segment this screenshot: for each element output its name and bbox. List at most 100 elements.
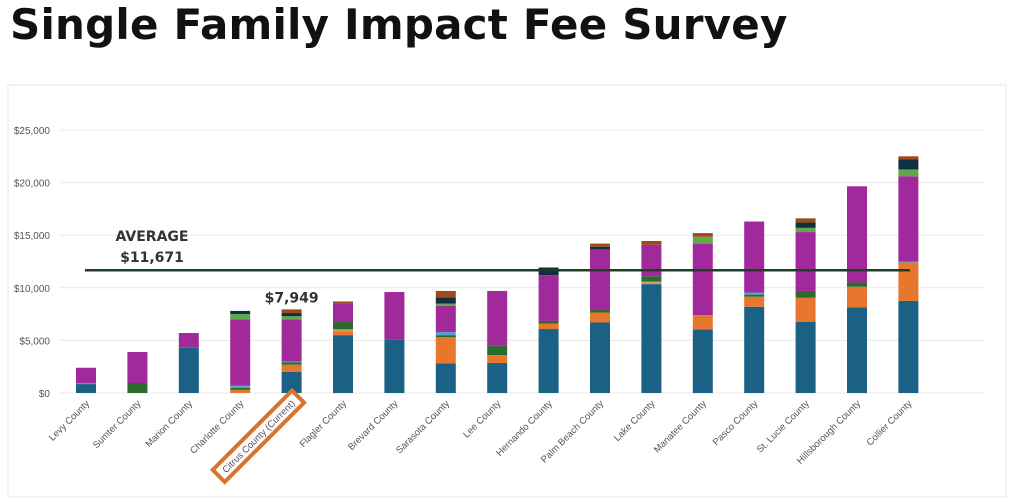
bar-segment xyxy=(281,313,302,317)
category-label-group: Charlotte County xyxy=(188,398,246,456)
x-tick-label: Sumter County xyxy=(91,398,144,451)
bar-segment xyxy=(76,384,96,393)
category-label-group: Sumter County xyxy=(91,398,144,451)
bar-segment xyxy=(281,362,302,365)
bar-segment xyxy=(435,363,456,393)
bar-segment xyxy=(384,339,405,393)
bar-segment xyxy=(281,361,302,363)
bar-segment xyxy=(847,307,867,393)
category-label-group: Levy County xyxy=(47,398,92,443)
bar-segment xyxy=(692,233,713,237)
bar-segment xyxy=(538,275,559,321)
category-label-group: Citrus County (Current) xyxy=(209,387,307,485)
bar-segment xyxy=(435,335,456,338)
average-label: AVERAGE xyxy=(116,229,189,245)
bar-segment xyxy=(641,244,662,277)
bar-segment xyxy=(641,284,662,393)
category-label-group: St. Lucie County xyxy=(755,398,812,455)
bar-segment xyxy=(127,351,148,384)
y-tick-label: $15,000 xyxy=(14,231,51,242)
bar-segment xyxy=(435,297,456,304)
bar-segment xyxy=(795,227,816,233)
x-tick-label: Pasco County xyxy=(711,398,761,448)
bar-segment xyxy=(76,383,96,385)
bar-segment xyxy=(333,329,353,332)
bar-segment xyxy=(847,186,867,283)
bar-segment xyxy=(847,286,867,308)
bar-segment xyxy=(538,320,559,324)
bar-segment xyxy=(744,296,765,307)
chart-frame xyxy=(7,84,1007,498)
bar-segment xyxy=(641,240,662,245)
bar-segment xyxy=(230,310,251,315)
bar-segment xyxy=(590,312,610,323)
x-tick-label: St. Lucie County xyxy=(755,398,812,455)
bar-segment xyxy=(590,243,610,247)
category-label-group: Pasco County xyxy=(711,398,761,448)
page-title: Single Family Impact Fee Survey xyxy=(10,0,788,49)
bar-segment xyxy=(692,236,713,244)
bar-segment xyxy=(487,355,508,364)
bar-segment xyxy=(898,261,919,263)
bar-segment xyxy=(487,363,508,393)
category-label-group: Brevard County xyxy=(346,398,401,453)
x-tick-label: Flagler County xyxy=(298,398,350,450)
y-tick-label: $10,000 xyxy=(14,284,51,295)
bar-segment xyxy=(281,309,302,314)
bar-segment xyxy=(641,276,662,282)
bar-segment xyxy=(744,294,765,297)
x-tick-label: Charlotte County xyxy=(188,398,246,456)
data-label: $7,949 xyxy=(265,290,319,306)
bar-segment xyxy=(178,333,199,348)
bar-segment xyxy=(847,282,867,287)
category-label-group: Marion County xyxy=(143,398,195,450)
category-label-group: Lake County xyxy=(612,398,658,444)
x-tick-label: Sarasota County xyxy=(394,398,452,456)
bar-segment xyxy=(76,367,96,384)
bar-segment xyxy=(898,159,919,170)
bar-segment xyxy=(281,316,302,320)
bar-segment xyxy=(538,329,559,393)
bar-segment xyxy=(333,335,353,393)
x-tick-label: Brevard County xyxy=(346,398,401,453)
bar-segment xyxy=(590,246,610,250)
bar-segment xyxy=(333,321,353,330)
x-tick-label: Marion County xyxy=(143,398,195,450)
x-tick-label: Collier County xyxy=(865,398,915,448)
bar-segment xyxy=(898,156,919,160)
bar-segment xyxy=(230,314,251,320)
bar-segment xyxy=(898,169,919,177)
bar-segment xyxy=(898,176,919,262)
highlight-box xyxy=(209,387,307,485)
bar-segment xyxy=(281,371,302,393)
x-tick-label: Manatee County xyxy=(652,398,709,455)
bar-segment xyxy=(692,329,713,393)
bar-segment xyxy=(795,321,816,393)
bar-segment xyxy=(487,345,508,356)
x-tick-label: Levy County xyxy=(47,398,92,443)
category-label-group: Flagler County xyxy=(298,398,350,450)
average-value: $11,671 xyxy=(120,250,184,266)
bar-segment xyxy=(795,222,816,228)
bar-segment xyxy=(744,221,765,293)
bar-segment xyxy=(487,290,508,346)
bar-segment xyxy=(281,319,302,362)
y-tick-label: $0 xyxy=(39,389,51,400)
bar-segment xyxy=(590,322,610,393)
bar-segment xyxy=(230,319,251,386)
bar-segment xyxy=(435,337,456,364)
bar-segment xyxy=(435,303,456,306)
y-tick-label: $20,000 xyxy=(14,179,51,190)
bar-segment xyxy=(333,331,353,336)
bar-segment xyxy=(795,232,816,291)
bar-segment xyxy=(435,331,456,336)
bar-segment xyxy=(641,281,662,285)
bar-segment xyxy=(230,385,251,388)
bar-segment xyxy=(898,300,919,393)
x-tick-label: Lake County xyxy=(612,398,658,444)
bar-segment xyxy=(795,297,816,322)
bar-segment xyxy=(435,305,456,332)
bar-segment xyxy=(230,387,251,390)
bar-segment xyxy=(384,292,405,340)
